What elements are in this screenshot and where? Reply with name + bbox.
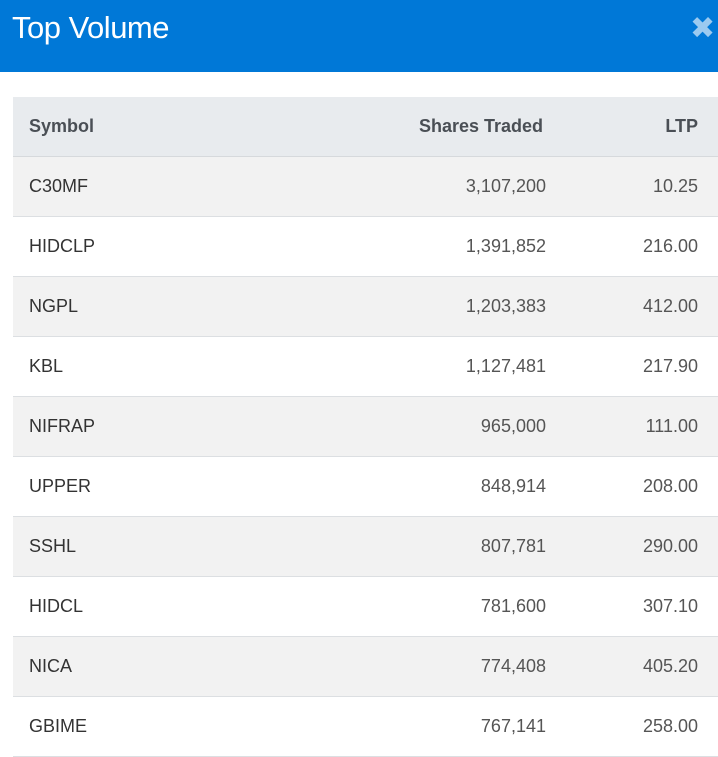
- dialog-title: Top Volume: [12, 10, 170, 45]
- cell-symbol: NICA: [13, 636, 330, 697]
- table-row[interactable]: C30MF 3,107,200 10.25: [13, 156, 718, 217]
- cell-shares-traded: 781,600: [330, 576, 547, 637]
- cell-symbol: C30MF: [13, 156, 330, 217]
- cell-ltp: 216.00: [547, 216, 718, 277]
- table-row[interactable]: GBIME 767,141 258.00: [13, 696, 718, 757]
- cell-ltp: 10.25: [547, 156, 718, 217]
- cell-symbol: NIFRAP: [13, 396, 330, 457]
- cell-ltp: 290.00: [547, 516, 718, 577]
- cell-symbol: HIDCLP: [13, 216, 330, 277]
- cell-symbol: NGPL: [13, 276, 330, 337]
- cell-ltp: 208.00: [547, 456, 718, 517]
- cell-symbol: KBL: [13, 336, 330, 397]
- table-row[interactable]: UPPER 848,914 208.00: [13, 456, 718, 517]
- cell-shares-traded: 774,408: [330, 636, 547, 697]
- table-row[interactable]: NICA 774,408 405.20: [13, 636, 718, 697]
- table-row[interactable]: KBL 1,127,481 217.90: [13, 336, 718, 397]
- column-header-ltp[interactable]: LTP: [547, 97, 718, 157]
- table-row[interactable]: NGPL 1,203,383 412.00: [13, 276, 718, 337]
- column-header-shares-traded[interactable]: Shares Traded: [330, 97, 547, 157]
- table-row[interactable]: HIDCLP 1,391,852 216.00: [13, 216, 718, 277]
- cell-shares-traded: 1,391,852: [330, 216, 547, 277]
- cell-ltp: 111.00: [547, 396, 718, 457]
- cell-symbol: HIDCL: [13, 576, 330, 637]
- cell-shares-traded: 807,781: [330, 516, 547, 577]
- cell-ltp: 412.00: [547, 276, 718, 337]
- cell-ltp: 307.10: [547, 576, 718, 637]
- column-header-symbol[interactable]: Symbol: [13, 97, 330, 157]
- cell-ltp: 217.90: [547, 336, 718, 397]
- table-row[interactable]: NIFRAP 965,000 111.00: [13, 396, 718, 457]
- close-icon[interactable]: ✖: [690, 12, 716, 45]
- dialog-header: Top Volume ✖: [0, 0, 718, 72]
- top-volume-table: Symbol Shares Traded LTP C30MF 3,107,200 1…: [13, 97, 718, 757]
- cell-shares-traded: 1,127,481: [330, 336, 547, 397]
- cell-symbol: GBIME: [13, 696, 330, 757]
- cell-shares-traded: 965,000: [330, 396, 547, 457]
- cell-shares-traded: 1,203,383: [330, 276, 547, 337]
- cell-ltp: 405.20: [547, 636, 718, 697]
- cell-symbol: UPPER: [13, 456, 330, 517]
- cell-symbol: SSHL: [13, 516, 330, 577]
- cell-shares-traded: 848,914: [330, 456, 547, 517]
- table-row[interactable]: SSHL 807,781 290.00: [13, 516, 718, 577]
- table-header-row: Symbol Shares Traded LTP: [13, 97, 718, 157]
- cell-shares-traded: 3,107,200: [330, 156, 547, 217]
- table-row[interactable]: HIDCL 781,600 307.10: [13, 576, 718, 637]
- cell-ltp: 258.00: [547, 696, 718, 757]
- cell-shares-traded: 767,141: [330, 696, 547, 757]
